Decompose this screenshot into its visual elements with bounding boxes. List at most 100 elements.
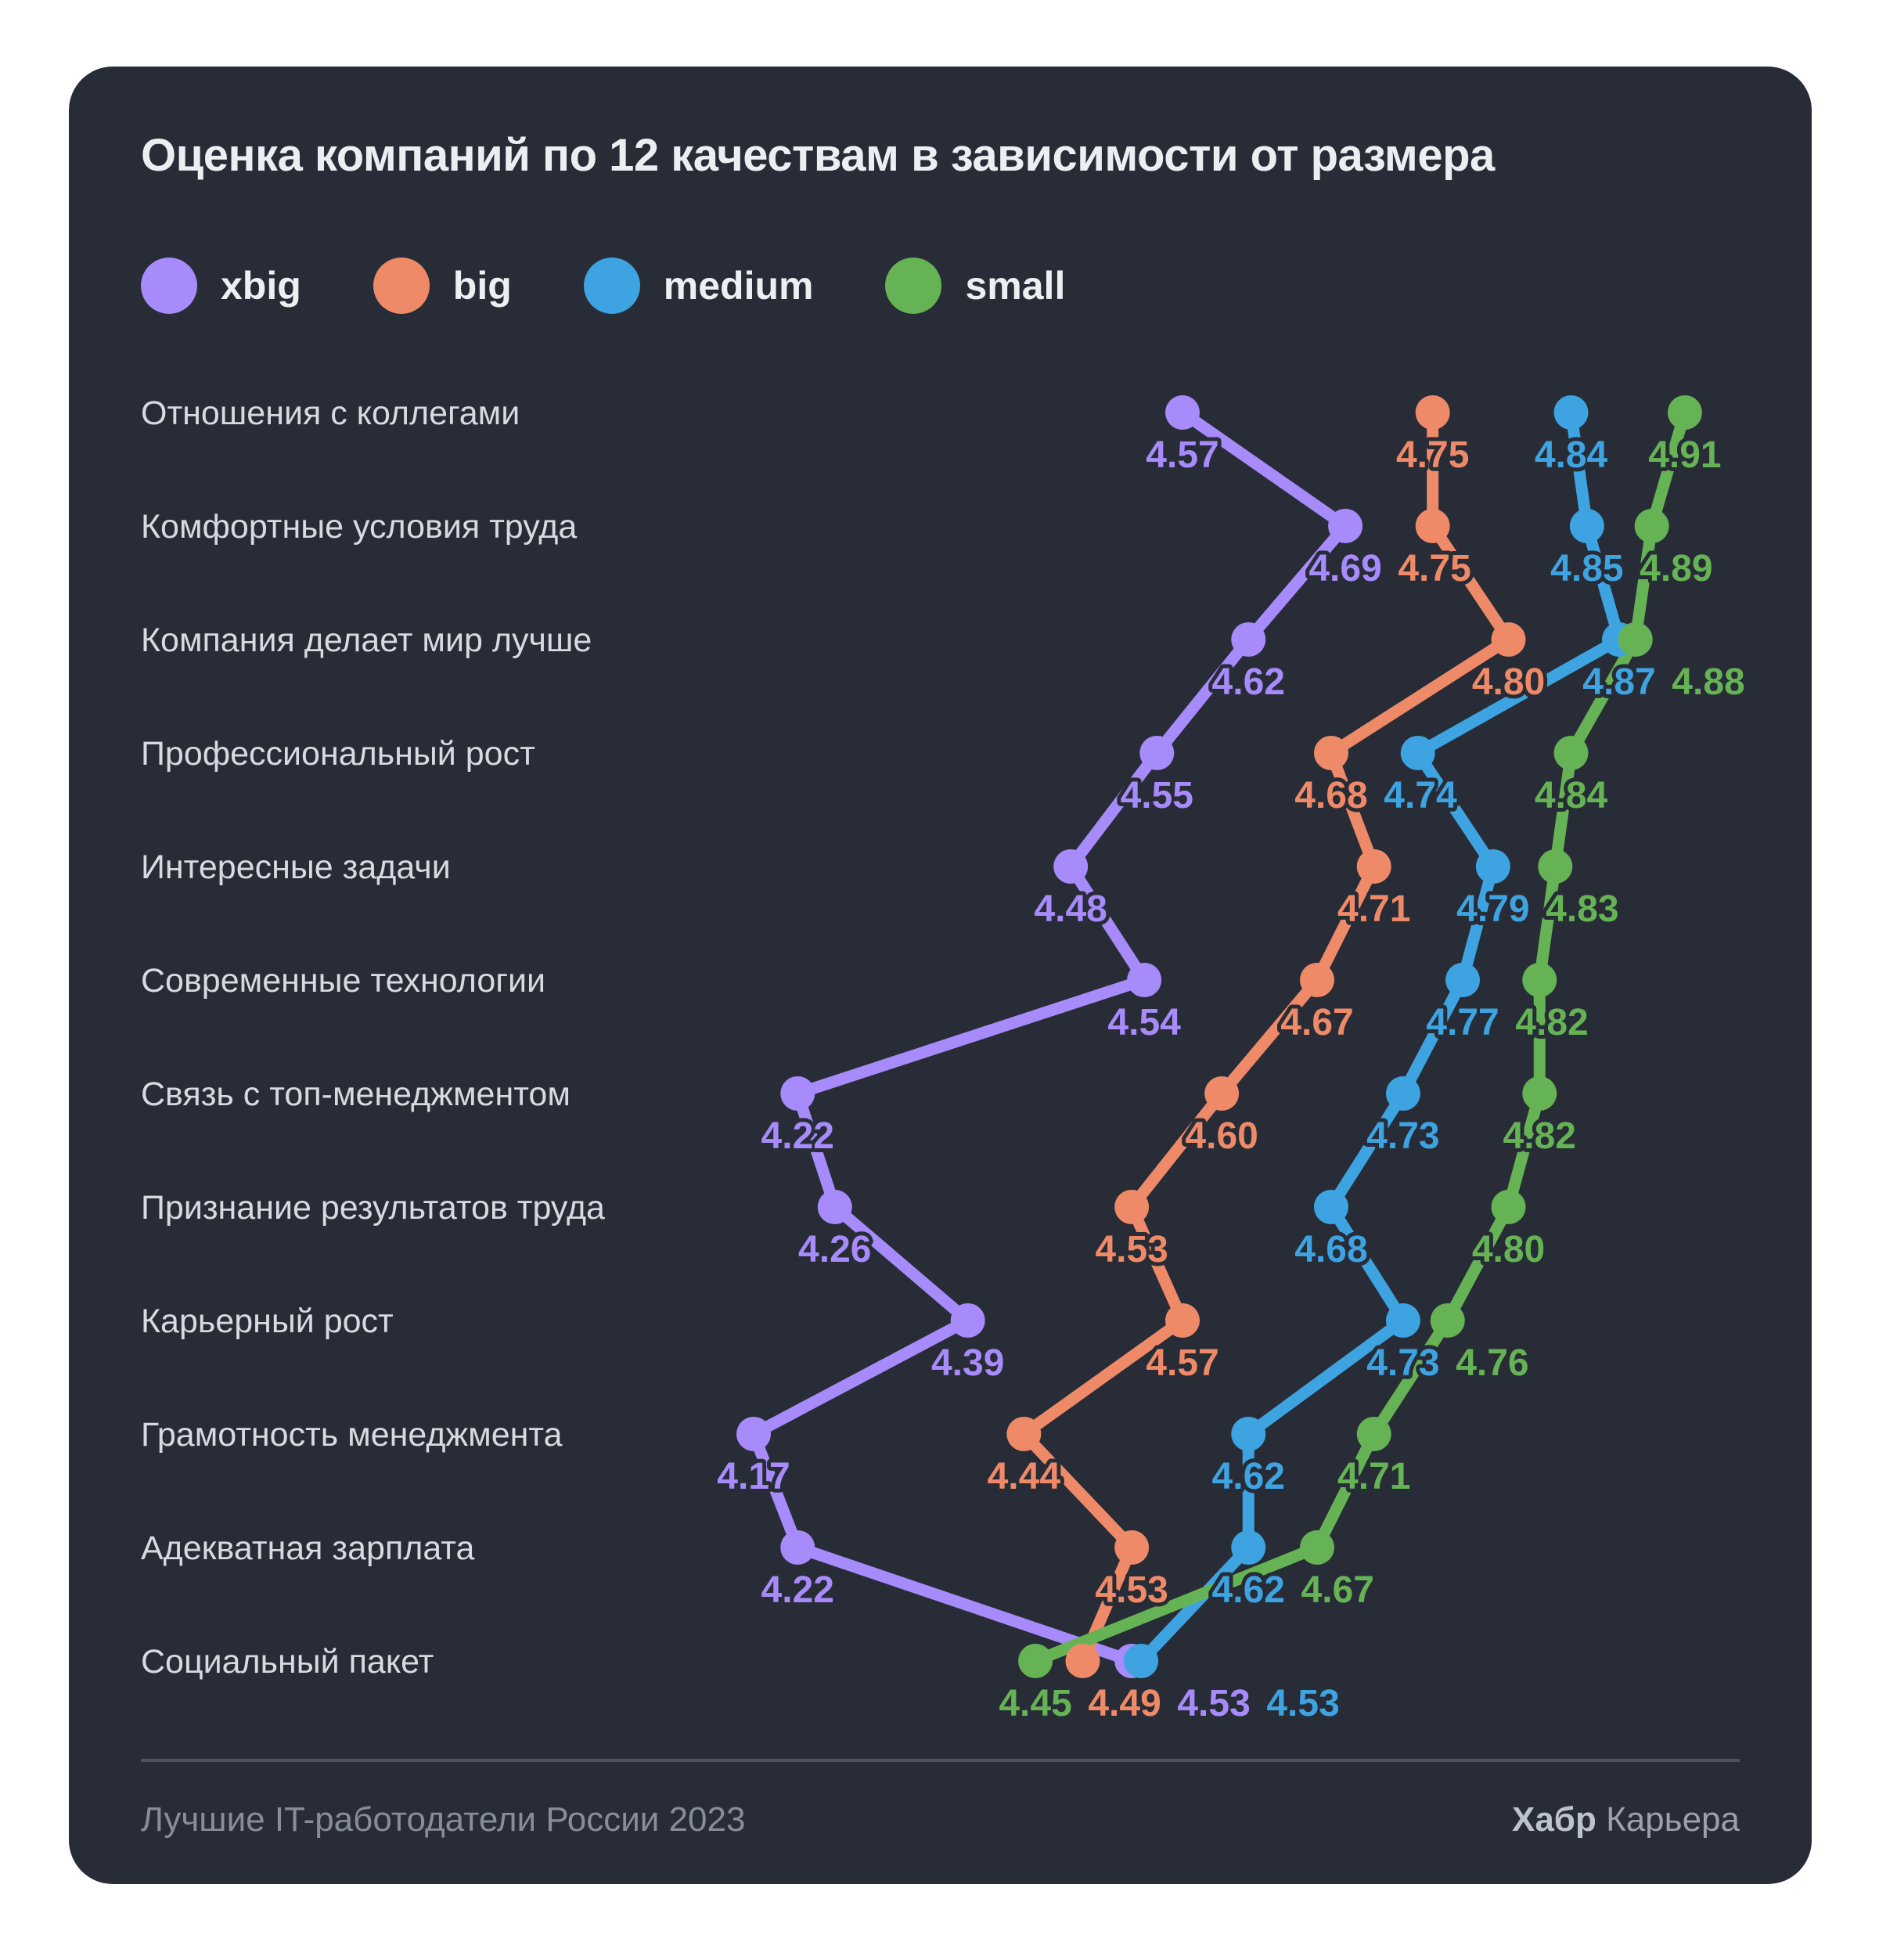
legend-item-medium: medium [583, 258, 813, 314]
value-label-big: 4.60 [1185, 1115, 1258, 1157]
value-label-medium: 4.85 [1550, 548, 1623, 589]
data-point-small [1553, 736, 1589, 770]
legend-item-xbig: xbig [141, 258, 301, 314]
value-label-small: 4.80 [1472, 1229, 1545, 1270]
value-label-xbig: 4.57 [1146, 434, 1218, 476]
value-label-big: 4.80 [1472, 661, 1545, 703]
data-point-small [1430, 1303, 1465, 1338]
data-point-big [1204, 1076, 1240, 1111]
data-point-medium [1569, 509, 1604, 543]
series-line-medium [1135, 406, 1626, 1667]
data-point-big [1006, 1417, 1042, 1451]
value-label-xbig: 4.22 [761, 1115, 834, 1157]
data-point-medium [1385, 1076, 1420, 1111]
legend-label: big [452, 264, 512, 308]
legend-label: xbig [221, 264, 301, 308]
category-label: Интересные задачи [141, 848, 451, 886]
value-label-small: 4.84 [1535, 775, 1608, 816]
value-label-xbig: 4.48 [1034, 888, 1107, 930]
data-point-small [1667, 395, 1702, 430]
data-point-medium [1231, 1530, 1266, 1565]
data-point-small [1522, 1076, 1557, 1111]
data-point-xbig [817, 1190, 852, 1224]
value-label-small: 4.83 [1546, 888, 1618, 930]
data-point-medium [1313, 1190, 1348, 1224]
brand-logo-bold: Хабр [1511, 1800, 1596, 1839]
value-label-small: 4.89 [1640, 548, 1712, 589]
value-label-big: 4.57 [1146, 1342, 1218, 1384]
value-label-big: 4.68 [1294, 775, 1367, 816]
value-label-small: 4.76 [1456, 1342, 1528, 1384]
data-point-medium [1445, 963, 1480, 997]
value-label-medium: 4.62 [1212, 1456, 1285, 1497]
data-point-medium [1400, 736, 1435, 770]
data-point-small [1300, 1530, 1334, 1565]
data-point-xbig [1165, 395, 1200, 430]
value-label-medium: 4.79 [1456, 888, 1529, 930]
brand-logo-rest: Карьера [1596, 1800, 1740, 1839]
value-label-xbig: 4.69 [1308, 548, 1381, 589]
value-label-xbig: 4.54 [1107, 1002, 1181, 1043]
value-label-xbig: 4.53 [1177, 1683, 1250, 1724]
legend-dot-icon [583, 258, 640, 314]
data-point-medium [1385, 1303, 1420, 1338]
data-point-small [1634, 509, 1669, 543]
data-point-small [1522, 963, 1557, 997]
series-line-big [1014, 406, 1517, 1667]
value-label-medium: 4.62 [1212, 1569, 1285, 1611]
data-point-big [1165, 1303, 1200, 1338]
category-label: Грамотность менеджмента [141, 1416, 563, 1454]
data-point-big [1300, 963, 1334, 997]
value-label-small: 4.82 [1503, 1115, 1576, 1157]
data-point-xbig [780, 1530, 815, 1565]
data-point-big [1415, 509, 1450, 543]
data-point-xbig [1328, 509, 1363, 543]
data-point-big [1356, 849, 1391, 884]
data-point-xbig [1053, 849, 1089, 884]
chart-title: Оценка компаний по 12 качествам в зависи… [141, 130, 1495, 181]
category-label: Профессиональный рост [141, 735, 535, 773]
value-label-xbig: 4.22 [761, 1569, 834, 1611]
chart-card: Оценка компаний по 12 качествам в зависи… [69, 67, 1812, 1884]
value-label-medium: 4.68 [1294, 1229, 1367, 1270]
category-label: Признание результатов труда [141, 1189, 605, 1227]
data-point-big [1415, 395, 1450, 430]
value-label-small: 4.82 [1515, 1002, 1588, 1043]
value-label-medium: 4.84 [1535, 434, 1608, 476]
value-label-xbig: 4.26 [798, 1229, 871, 1270]
data-point-xbig [1139, 736, 1175, 770]
legend-dot-icon [141, 258, 197, 314]
data-point-small [1018, 1644, 1053, 1678]
value-label-small: 4.45 [999, 1683, 1071, 1724]
data-point-medium [1231, 1417, 1266, 1451]
value-label-big: 4.53 [1095, 1569, 1168, 1611]
data-point-xbig [1231, 622, 1266, 657]
category-label: Адекватная зарплата [141, 1529, 475, 1567]
data-point-big [1491, 622, 1526, 657]
legend: xbig big medium small [141, 258, 1065, 314]
series-line-small [1029, 406, 1691, 1667]
category-label: Современные технологии [141, 962, 545, 1000]
data-point-small [1491, 1190, 1526, 1224]
value-label-big: 4.44 [988, 1456, 1061, 1497]
data-point-xbig [780, 1076, 815, 1111]
category-label: Социальный пакет [141, 1643, 434, 1681]
category-label: Комфортные условия труда [141, 508, 577, 546]
category-label: Карьерный рост [141, 1302, 394, 1340]
footer-caption: Лучшие IT-работодатели России 2023 [141, 1800, 746, 1839]
value-label-xbig: 4.62 [1212, 661, 1285, 703]
slope-chart: Отношения с коллегами Комфортные условия … [141, 395, 1749, 1728]
legend-label: small [965, 264, 1066, 308]
data-point-big [1313, 736, 1348, 770]
value-label-big: 4.53 [1095, 1229, 1168, 1270]
data-point-big [1114, 1530, 1150, 1565]
data-point-medium [1553, 395, 1589, 430]
brand-logo: Хабр Карьера [1512, 1800, 1740, 1839]
value-label-medium: 4.53 [1266, 1683, 1339, 1724]
value-label-big: 4.49 [1088, 1683, 1161, 1724]
data-point-xbig [1127, 963, 1162, 997]
value-label-medium: 4.73 [1366, 1115, 1439, 1157]
value-label-small: 4.67 [1301, 1569, 1374, 1611]
data-point-big [1065, 1644, 1100, 1678]
value-label-medium: 4.73 [1366, 1342, 1439, 1384]
